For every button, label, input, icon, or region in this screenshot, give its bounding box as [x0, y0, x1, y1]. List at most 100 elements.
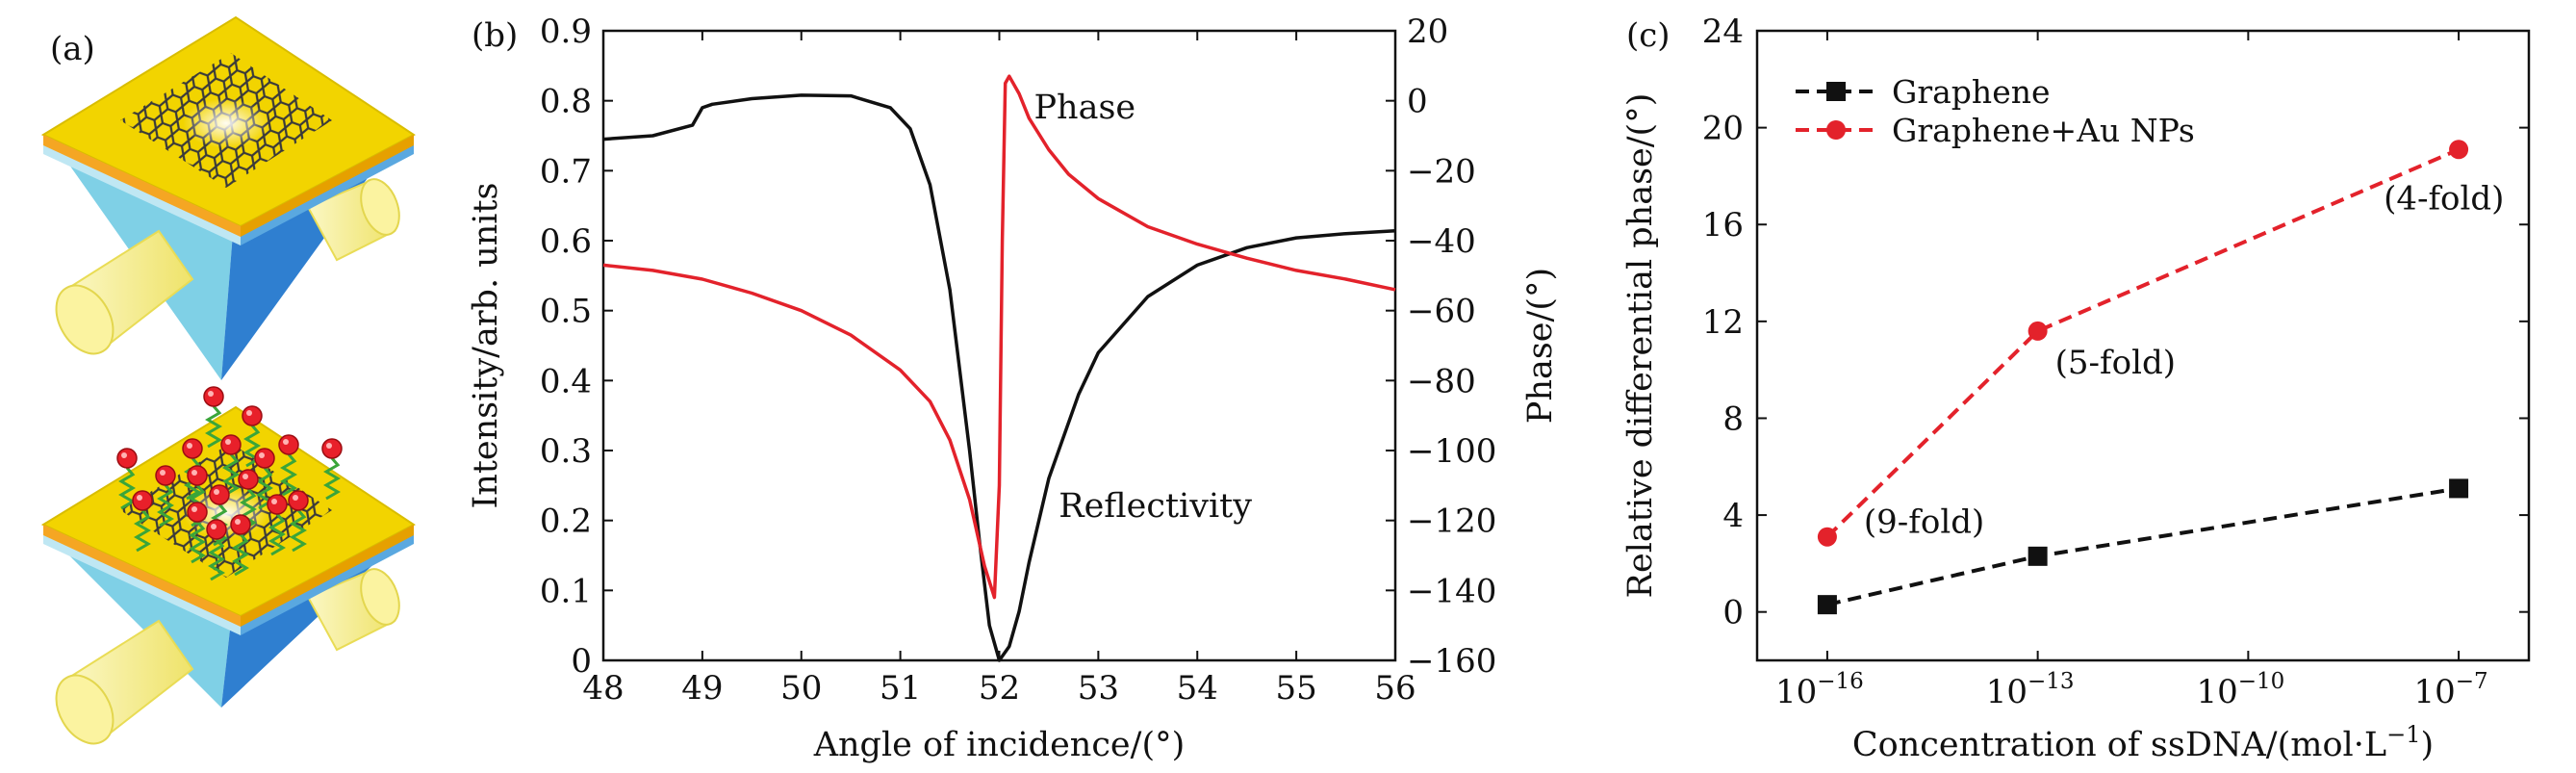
y2-tick-label: −40 — [1407, 222, 1476, 261]
y-tick-label: 0.9 — [540, 13, 592, 51]
panel-b-y2-axis-label: Phase/(°) — [1521, 268, 1560, 424]
data-point-square — [2028, 546, 2048, 566]
gold-nanoparticle-icon — [220, 434, 242, 455]
x-tick-label: 51 — [880, 669, 921, 708]
legend: Graphene Graphene+Au NPs — [1796, 73, 2195, 149]
dna-strand-icon — [134, 509, 151, 553]
y-tick-label: 0.5 — [540, 293, 592, 331]
x-tick-label: 10−10 — [2196, 669, 2284, 711]
dna-strand-icon — [290, 509, 307, 553]
y-tick-label: 0 — [571, 642, 592, 681]
gold-nanoparticle-icon — [209, 484, 230, 505]
y-tick-label: 0.8 — [540, 83, 592, 121]
gold-nanoparticle-icon — [187, 502, 208, 523]
dna-strand-icon — [222, 453, 240, 497]
y-tick-label: 0.1 — [540, 572, 592, 610]
gold-nanoparticle-icon — [242, 405, 263, 426]
panel-c-plot: 10−16 10−13 10−10 10−7 0 4 8 12 16 20 24 — [1702, 13, 2531, 711]
gold-nanoparticle-icon — [132, 490, 153, 511]
y-tick-label: 0.6 — [540, 222, 592, 261]
annotation-9-fold: (9-fold) — [1864, 503, 1984, 542]
panel-b: (b) 48 49 50 51 52 53 54 55 56 0 0.1 0.2 0.3 0.4 0.5 0.… — [467, 13, 1560, 764]
y-tick-label: 12 — [1702, 303, 1744, 342]
gold-nanoparticle-icon — [254, 448, 275, 469]
panel-c-label: (c) — [1626, 16, 1671, 55]
y2-tick-label: −60 — [1407, 293, 1476, 331]
x-tick-label: 55 — [1275, 669, 1316, 708]
gold-nanoparticle-icon — [203, 386, 224, 407]
graphene-au-nps-dna-sensor-icon — [40, 386, 416, 745]
graphene-au-nps-series-line — [1825, 147, 2460, 539]
x-tick-label: 53 — [1078, 669, 1119, 708]
dna-strand-icon — [240, 488, 257, 531]
dna-strand-icon — [189, 521, 206, 564]
y2-tick-label: −100 — [1407, 432, 1496, 471]
dna-strand-icon — [157, 484, 174, 528]
annotation-4-fold: (4-fold) — [2384, 179, 2504, 218]
y-tick-label: 8 — [1722, 399, 1744, 438]
y2-tick-label: 0 — [1407, 83, 1428, 121]
gold-nanoparticle-icon — [238, 469, 259, 490]
x-tick-label: 54 — [1177, 669, 1218, 708]
y-tick-label: 0.2 — [540, 502, 592, 541]
y-tick-label: 0.4 — [540, 362, 592, 400]
x-tick-label: 52 — [979, 669, 1020, 708]
panel-b-plot-frame — [601, 29, 1397, 662]
panel-a-label: (a) — [50, 30, 95, 68]
dna-strand-icon — [205, 405, 222, 449]
panel-b-plot: 48 49 50 51 52 53 54 55 56 0 0.1 0.2 0.3 0.4 0.5 0.6 0.7… — [540, 13, 1496, 708]
data-point-square — [1817, 595, 1837, 615]
data-point-circle — [2028, 321, 2048, 341]
y2-tick-label: −160 — [1407, 642, 1496, 681]
reflectivity-series-line — [602, 93, 1396, 662]
reflectivity-annotation: Reflectivity — [1058, 487, 1252, 526]
gold-nanoparticle-icon — [187, 465, 208, 486]
data-point-square — [2449, 478, 2469, 499]
x-tick-label: 56 — [1374, 669, 1416, 708]
x-tick-label: 50 — [780, 669, 822, 708]
panel-b-x-axis-label: Angle of incidence/(°) — [813, 726, 1186, 764]
x-tick-label: 10−7 — [2414, 669, 2488, 711]
graphene-sensor-prism-icon — [40, 15, 416, 380]
y-tick-label: 16 — [1702, 206, 1744, 245]
y-tick-label: 0.3 — [540, 432, 592, 471]
y-tick-label: 20 — [1702, 110, 1744, 148]
gold-nanoparticle-icon — [230, 514, 251, 535]
phase-series-line — [602, 74, 1396, 600]
panel-b-label: (b) — [472, 16, 518, 55]
phase-annotation: Phase — [1034, 89, 1136, 127]
y2-tick-label: 20 — [1407, 13, 1448, 51]
data-point-circle — [1817, 527, 1837, 547]
y2-tick-label: −20 — [1407, 152, 1476, 191]
x-tick-label: 48 — [582, 669, 624, 708]
gold-nanoparticle-icon — [267, 494, 288, 515]
y-tick-label: 4 — [1722, 497, 1744, 535]
annotation-5-fold: (5-fold) — [2055, 344, 2176, 382]
au-nanoparticles-group — [116, 386, 343, 581]
legend-marker-circle — [1826, 120, 1846, 140]
gold-nanoparticle-icon — [182, 438, 203, 459]
y-tick-label: 24 — [1702, 13, 1744, 51]
gold-nanoparticle-icon — [155, 465, 176, 486]
x-tick-label: 10−16 — [1775, 669, 1864, 711]
gold-nanoparticle-icon — [288, 490, 309, 511]
dna-strand-icon — [323, 457, 341, 501]
dna-strand-icon — [208, 538, 225, 581]
dna-strand-icon — [232, 533, 249, 577]
y2-tick-label: −120 — [1407, 502, 1496, 541]
panel-a: (a) — [40, 15, 416, 745]
panel-b-y-axis-label: Intensity/arb. units — [467, 182, 505, 508]
y2-tick-label: −80 — [1407, 362, 1476, 400]
y-tick-label: 0 — [1722, 594, 1744, 632]
legend-marker-square — [1826, 82, 1846, 101]
dna-strand-icon — [268, 513, 286, 556]
gold-nanoparticle-icon — [116, 448, 138, 469]
y-tick-label: 0.7 — [540, 152, 592, 191]
gold-nanoparticle-icon — [278, 434, 299, 455]
panel-c: (c) 10−16 10−13 10−10 10−7 0 4 8 12 16 20 24 Conce… — [1621, 13, 2531, 764]
legend-label-graphene-au-nps: Graphene+Au NPs — [1892, 112, 2195, 149]
y2-tick-label: −140 — [1407, 572, 1496, 610]
x-tick-label: 10−13 — [1986, 669, 2075, 711]
dna-strand-icon — [280, 453, 297, 497]
